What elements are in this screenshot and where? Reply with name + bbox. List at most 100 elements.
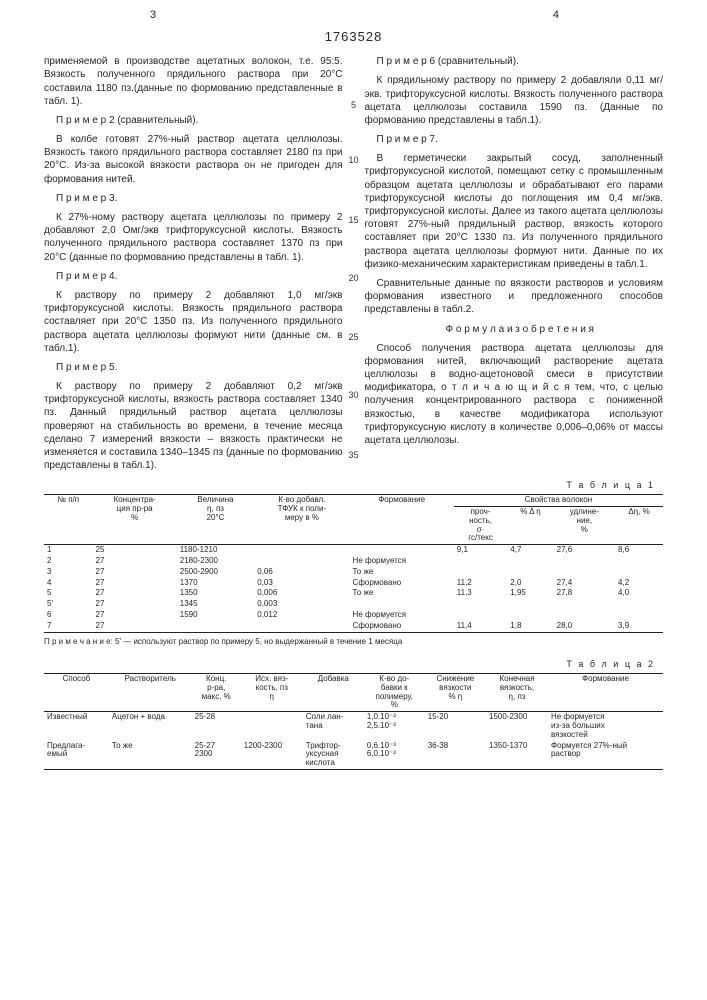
document-number: 1763528 — [44, 28, 663, 45]
t1-h-np: № п/п — [44, 495, 93, 545]
cell: Соли лан- тана — [303, 712, 364, 741]
cell — [554, 599, 615, 610]
t1-h-s1: проч- ность, σ· гс/текс — [454, 507, 508, 545]
cell: 27 — [93, 599, 177, 610]
cell: Ацетон + вода — [109, 712, 192, 741]
cell — [554, 556, 615, 567]
cell: 36-38 — [425, 741, 486, 770]
t2-h3: Конц. р-ра, макс, % — [192, 674, 241, 712]
gutter-20: 20 — [346, 273, 362, 285]
cell — [554, 610, 615, 621]
cell: 11,2 — [454, 578, 508, 589]
para-heading: П р и м е р 3. — [44, 192, 343, 205]
cell: То же — [350, 588, 454, 599]
cell: 0,003 — [254, 599, 349, 610]
cell: 3,9 — [615, 621, 663, 632]
cell: 25-27 2300 — [192, 741, 241, 770]
cell: 4,7 — [507, 545, 553, 556]
cell: 1,95 — [507, 588, 553, 599]
cell: 27 — [93, 588, 177, 599]
cell: 25-28 — [192, 712, 241, 741]
para: В герметически закрытый сосуд, заполненн… — [365, 152, 664, 271]
cell: 2 — [44, 556, 93, 567]
t1-h-visc: Величина η, пз 20°С — [177, 495, 255, 545]
gutter-30: 30 — [346, 390, 362, 402]
t2-h5: Добавка — [303, 674, 364, 712]
cell: 5' — [44, 599, 93, 610]
cell: Трифтор- уксусная кислота — [303, 741, 364, 770]
body-columns: применяемой в производстве ацетатных вол… — [44, 55, 663, 472]
cell: 27 — [93, 578, 177, 589]
cell: 4,0 — [615, 588, 663, 599]
cell: 9,1 — [454, 545, 508, 556]
cell: 0,03 — [254, 578, 349, 589]
cell — [241, 712, 303, 741]
cell: 1350-1370 — [486, 741, 548, 770]
t1-h-group: Свойства волокон — [454, 495, 663, 507]
cell: 4 — [44, 578, 93, 589]
cell — [350, 599, 454, 610]
gutter-25: 25 — [346, 332, 362, 344]
para-heading: П р и м е р 4. — [44, 270, 343, 283]
para-heading: П р и м е р 7. — [365, 133, 664, 146]
cell: 3 — [44, 567, 93, 578]
cell — [615, 567, 663, 578]
table1-note: П р и м е ч а н и е: 5' — используют рас… — [44, 637, 663, 648]
cell — [254, 545, 349, 556]
cell: 11,3 — [454, 588, 508, 599]
table1-caption: Т а б л и ц а 1 — [44, 480, 655, 492]
t1-h-s3: удлине- ние, % — [554, 507, 615, 545]
cell: 0,012 — [254, 610, 349, 621]
cell — [507, 567, 553, 578]
table2: Способ Растворитель Конц. р-ра, макс, % … — [44, 673, 663, 770]
para: К 27%-ному раствору ацетата целлюлозы по… — [44, 211, 343, 264]
cell — [254, 621, 349, 632]
cell: 27 — [93, 556, 177, 567]
cell: 1 — [44, 545, 93, 556]
cell — [615, 599, 663, 610]
cell: Не формуется — [350, 556, 454, 567]
cell: 1,8 — [507, 621, 553, 632]
para: К прядильному раствору по примеру 2 доба… — [365, 74, 664, 127]
cell — [454, 610, 508, 621]
cell: 1180-1210 — [177, 545, 255, 556]
gutter-5: 5 — [346, 100, 362, 112]
cell: 2500-2900 — [177, 567, 255, 578]
para: К раствору по примеру 2 добавляют 0,2 мг… — [44, 380, 343, 472]
cell: 27 — [93, 610, 177, 621]
cell: 1370 — [177, 578, 255, 589]
cell: 2,0 — [507, 578, 553, 589]
cell — [454, 567, 508, 578]
cell: 27,8 — [554, 588, 615, 599]
cell: 27 — [93, 621, 177, 632]
cell — [454, 599, 508, 610]
t2-h6: К-во до- бавки к полимеру, % — [364, 674, 425, 712]
cell: 15-20 — [425, 712, 486, 741]
cell: 1200-2300 — [241, 741, 303, 770]
cell: Сформовано — [350, 578, 454, 589]
cell: 2180-2300 — [177, 556, 255, 567]
cell: 4,2 — [615, 578, 663, 589]
para: В колбе готовят 27%-ный раствор ацетата … — [44, 133, 343, 186]
cell: 27,4 — [554, 578, 615, 589]
t2-h1: Способ — [44, 674, 109, 712]
cell — [554, 567, 615, 578]
cell: 11,4 — [454, 621, 508, 632]
cell: 6 — [44, 610, 93, 621]
cell: 25 — [93, 545, 177, 556]
page-number-left: 3 — [150, 8, 156, 23]
cell: То же — [350, 567, 454, 578]
cell: 1345 — [177, 599, 255, 610]
gutter-10: 10 — [346, 155, 362, 167]
cell: Сформовано — [350, 621, 454, 632]
t1-h-s4: Δη, % — [615, 507, 663, 545]
cell — [507, 556, 553, 567]
cell: 1,0.10⁻² 2,5.10⁻² — [364, 712, 425, 741]
para-heading: П р и м е р 2 (сравнительный). — [44, 114, 343, 127]
cell — [350, 545, 454, 556]
gutter-35: 35 — [346, 450, 362, 462]
cell: 1350 — [177, 588, 255, 599]
cell — [254, 556, 349, 567]
cell — [177, 621, 255, 632]
para: Способ получения раствора ацетата целлюл… — [365, 342, 664, 448]
